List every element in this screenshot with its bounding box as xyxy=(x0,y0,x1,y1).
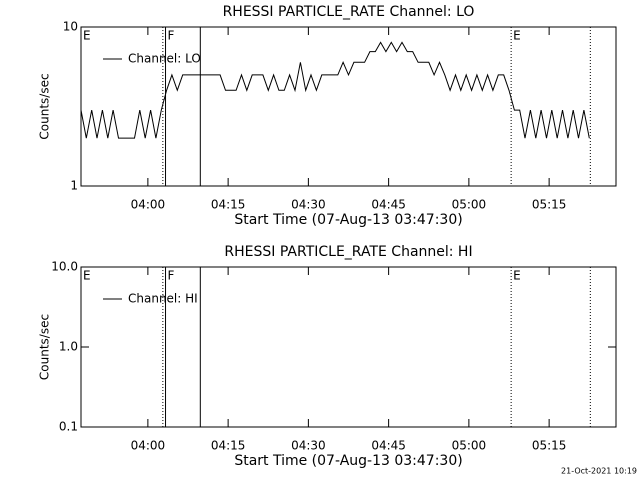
x-tick-label: 04:00 xyxy=(131,198,166,212)
marker-label: E xyxy=(83,29,91,43)
legend-label: Channel: LO xyxy=(128,52,201,66)
y-axis-title: Counts/sec xyxy=(38,73,52,139)
marker-label: F xyxy=(168,269,175,283)
axes-box xyxy=(80,26,617,187)
x-tick-label: 05:15 xyxy=(532,198,567,212)
chart-title: RHESSI PARTICLE_RATE Channel: HI xyxy=(224,244,472,260)
x-tick-label: 04:15 xyxy=(211,198,246,212)
x-tick-label: 04:30 xyxy=(291,439,326,453)
y-tick-label: 10 xyxy=(63,20,78,34)
marker-label: F xyxy=(168,29,175,43)
marker-label: E xyxy=(513,269,521,283)
y-tick-label: 1 xyxy=(70,179,78,193)
chart-title: RHESSI PARTICLE_RATE Channel: LO xyxy=(223,4,475,20)
footer: 21-Oct-2021 10:19 xyxy=(561,467,637,476)
x-tick-label: 04:00 xyxy=(131,439,166,453)
marker-label: E xyxy=(513,29,521,43)
y-tick-label: 10.0 xyxy=(51,260,78,274)
x-tick-label: 04:45 xyxy=(371,439,406,453)
data-line xyxy=(80,41,590,139)
x-tick-label: 04:45 xyxy=(371,198,406,212)
x-tick-label: 05:00 xyxy=(452,439,487,453)
legend-label: Channel: HI xyxy=(128,292,198,306)
x-axis-title: Start Time (07-Aug-13 03:47:30) xyxy=(234,453,462,469)
x-tick-label: 04:30 xyxy=(291,198,326,212)
y-tick-label: 1.0 xyxy=(59,340,78,354)
y-tick-label: 0.1 xyxy=(59,420,78,434)
x-tick-label: 04:15 xyxy=(211,439,246,453)
marker-label: E xyxy=(83,269,91,283)
x-tick-label: 05:15 xyxy=(532,439,567,453)
x-axis-title: Start Time (07-Aug-13 03:47:30) xyxy=(234,212,462,228)
x-tick-label: 05:00 xyxy=(452,198,487,212)
y-axis-title: Counts/sec xyxy=(38,314,52,380)
